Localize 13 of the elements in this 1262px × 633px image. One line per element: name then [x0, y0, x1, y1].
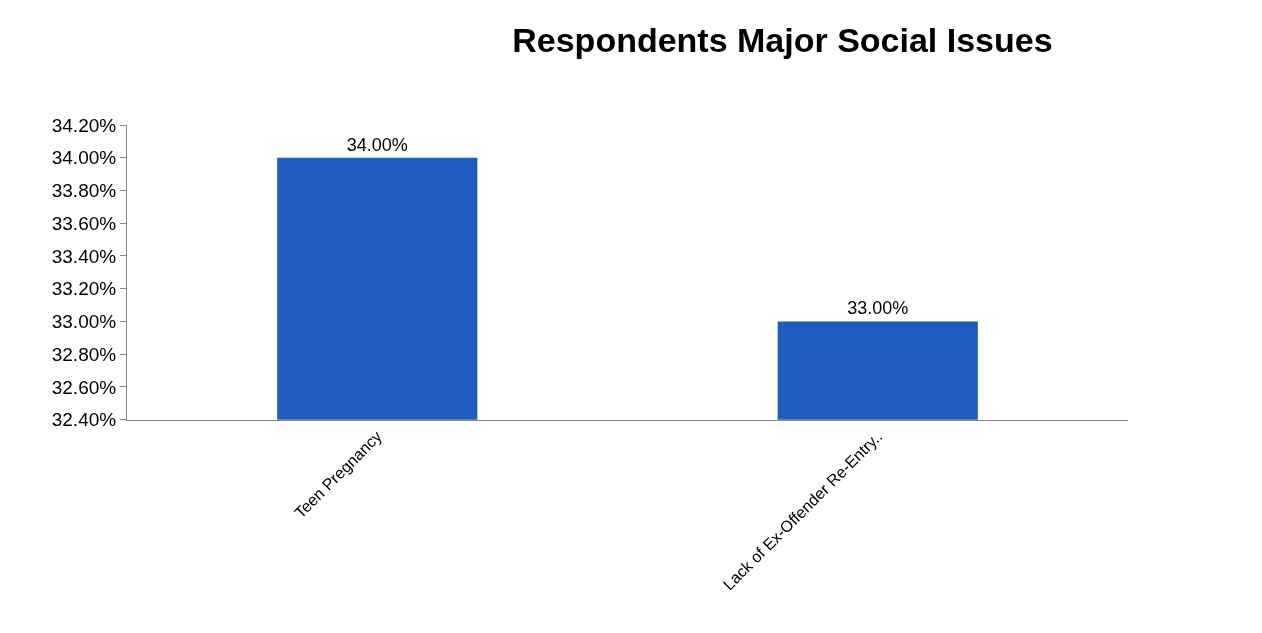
- y-tick-label: 32.80%: [51, 343, 117, 365]
- y-tick-label: 33.40%: [51, 245, 117, 267]
- y-tick-label: 33.60%: [51, 212, 117, 234]
- y-tick-label: 33.20%: [51, 278, 117, 300]
- y-tick-label: 34.00%: [51, 147, 117, 169]
- y-tick-label: 33.00%: [51, 311, 117, 333]
- y-tick-label: 34.20%: [51, 114, 117, 136]
- y-tick-label: 33.80%: [51, 180, 117, 202]
- chart-title: Respondents Major Social Issues: [512, 21, 1053, 60]
- y-tick-label: 32.60%: [51, 376, 117, 398]
- y-tick-label: 32.40%: [51, 409, 117, 431]
- data-label: 33.00%: [847, 298, 909, 319]
- data-label: 34.00%: [346, 134, 408, 155]
